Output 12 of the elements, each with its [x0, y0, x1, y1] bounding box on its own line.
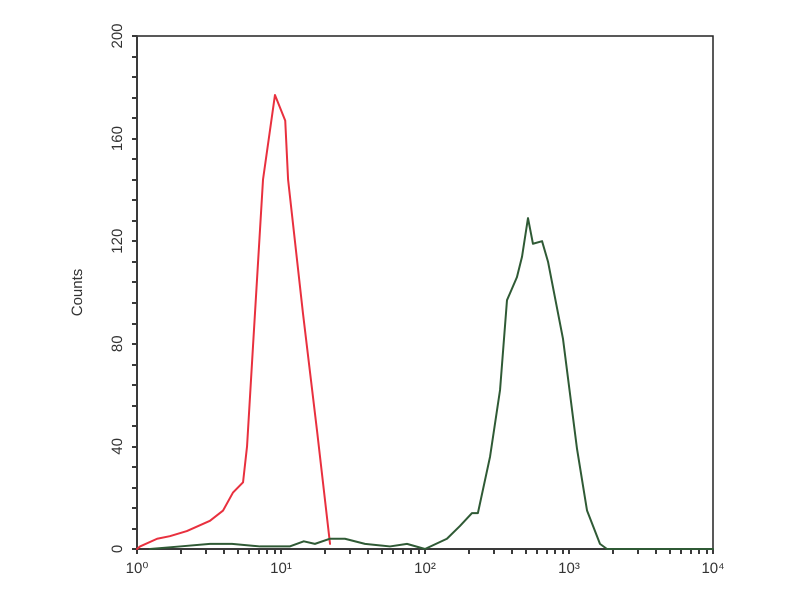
y-tick-label: 200	[109, 23, 126, 49]
x-tick-label: 10¹	[270, 560, 292, 577]
y-axis-title: Counts	[69, 268, 86, 316]
x-tick-label: 10³	[558, 560, 580, 577]
y-tick-label: 0	[109, 544, 126, 554]
x-tick-label: 10⁴	[701, 560, 725, 577]
x-tick-label: 10⁰	[126, 560, 148, 577]
y-tick-label: 40	[109, 438, 126, 455]
x-tick-label: 10²	[414, 560, 436, 577]
y-tick-label: 80	[109, 335, 126, 352]
y-tick-label: 160	[109, 126, 126, 152]
y-tick-label: 120	[109, 228, 126, 254]
